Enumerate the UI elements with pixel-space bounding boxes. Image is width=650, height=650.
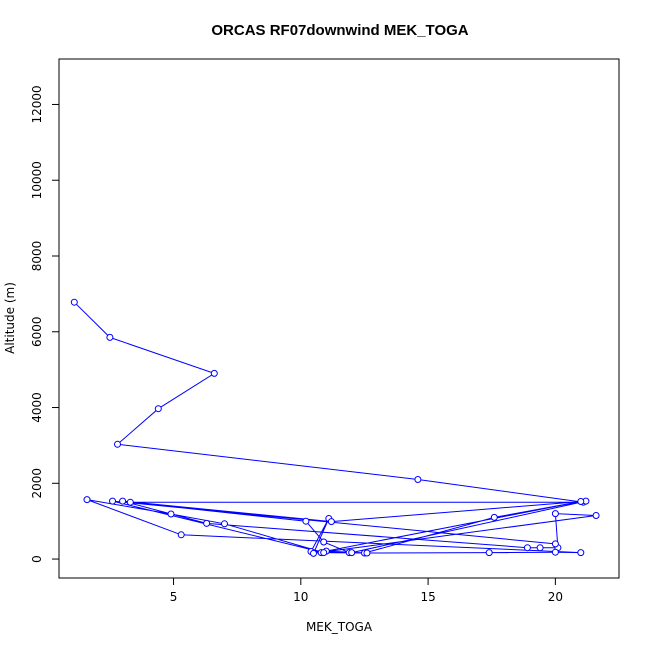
y-tick-label: 2000 (30, 468, 44, 499)
data-point (109, 497, 116, 505)
chart-title: ORCAS RF07downwind MEK_TOGA (211, 22, 468, 39)
data-point (320, 538, 328, 546)
data-point (126, 498, 134, 506)
data-point (167, 510, 175, 518)
data-point (83, 496, 91, 504)
y-tick-label: 6000 (30, 316, 44, 347)
data-point (310, 549, 317, 557)
data-point (203, 519, 211, 527)
data-point (302, 517, 310, 525)
y-tick-label: 10000 (30, 161, 44, 199)
y-axis-label: Altitude (m) (3, 282, 17, 354)
data-point (577, 498, 585, 505)
plot-frame (58, 58, 620, 579)
data-point (363, 549, 371, 557)
data-point (154, 405, 162, 413)
data-point (70, 298, 78, 306)
x-tick-label: 15 (420, 590, 435, 604)
y-tick-label: 0 (30, 555, 44, 563)
data-point (327, 518, 335, 526)
data-point (221, 520, 228, 528)
data-point (177, 531, 185, 539)
data-point (210, 369, 218, 377)
data-point (551, 540, 559, 548)
data-point (414, 476, 422, 483)
data-point (551, 510, 559, 518)
data-point (490, 513, 498, 521)
data-point (485, 549, 493, 557)
data-point (348, 549, 356, 557)
data-points (70, 298, 600, 557)
data-point (523, 544, 531, 552)
y-axis: 0 2000 4000 6000 8000 10000 12000 (30, 85, 59, 563)
data-point (551, 548, 559, 556)
data-point (536, 544, 544, 552)
series-line (73, 301, 597, 555)
x-tick-label: 5 (170, 590, 178, 604)
x-tick-label: 20 (548, 590, 563, 604)
x-tick-label: 10 (293, 590, 308, 604)
x-axis: 5 10 15 20 (170, 578, 563, 604)
x-axis-label: MEK_TOGA (306, 620, 373, 634)
y-tick-label: 4000 (30, 392, 44, 423)
data-point (592, 512, 600, 519)
data-point (119, 497, 127, 505)
y-tick-label: 12000 (30, 85, 44, 123)
y-tick-label: 8000 (30, 241, 44, 272)
data-point (114, 440, 121, 448)
data-point (320, 549, 328, 557)
data-point (577, 549, 585, 557)
data-point (106, 333, 114, 341)
